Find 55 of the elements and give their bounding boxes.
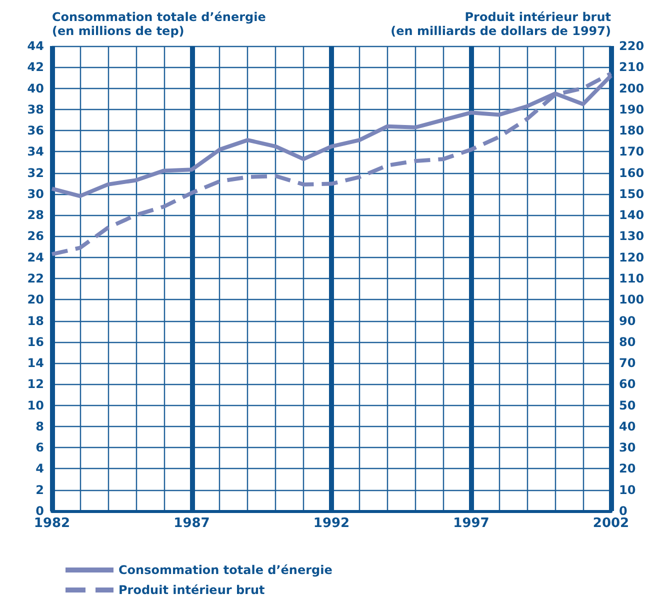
y-tick-label: 14 bbox=[27, 356, 44, 370]
y2-tick-label: 140 bbox=[619, 208, 644, 222]
y-tick-label: 40 bbox=[27, 81, 44, 96]
y2-axis-title: Produit intérieur brut (en milliards de dollars de 1997) bbox=[390, 10, 612, 38]
y-tick-label: 28 bbox=[27, 208, 44, 222]
y2-tick-label: 120 bbox=[619, 250, 644, 264]
y-tick-label: 24 bbox=[27, 250, 44, 264]
y2-tick-label: 80 bbox=[619, 334, 636, 349]
y2-tick-label: 40 bbox=[619, 419, 636, 434]
y-tick-label: 16 bbox=[27, 334, 44, 349]
x-tick-label: 2002 bbox=[592, 516, 630, 531]
y2-tick-label: 30 bbox=[619, 440, 636, 455]
y2-tick-label: 70 bbox=[619, 356, 636, 370]
y-tick-label: 32 bbox=[27, 166, 44, 180]
y2-tick-label: 110 bbox=[619, 272, 644, 286]
x-tick-label: 1982 bbox=[34, 516, 70, 531]
y-tick-label: 30 bbox=[27, 186, 44, 201]
x-tick-label: 1997 bbox=[453, 516, 490, 531]
y2-tick-label: 130 bbox=[619, 229, 644, 244]
y-tick-label: 22 bbox=[27, 272, 44, 286]
y-tick-label: 34 bbox=[27, 144, 44, 159]
y2-tick-label: 90 bbox=[619, 314, 636, 328]
y2-tick-label: 180 bbox=[619, 124, 644, 138]
y2-tick-label: 220 bbox=[619, 39, 644, 53]
y2-tick-label: 10 bbox=[619, 482, 636, 497]
y2-tick-label: 170 bbox=[619, 144, 644, 159]
legend-label: Consommation totale d’énergie bbox=[118, 563, 332, 577]
y-tick-label: 2 bbox=[36, 482, 44, 497]
y-tick-label: 4 bbox=[36, 462, 44, 476]
y-tick-label: 12 bbox=[27, 377, 44, 392]
legend-label: Produit intérieur brut bbox=[118, 583, 266, 597]
y-tick-label: 42 bbox=[27, 60, 44, 74]
y-tick-label: 44 bbox=[27, 39, 44, 53]
y-tick-label: 26 bbox=[27, 229, 44, 244]
y-tick-label: 0 bbox=[36, 504, 44, 518]
y-tick-label: 8 bbox=[36, 419, 44, 434]
y2-tick-label: 150 bbox=[619, 186, 644, 201]
y2-tick-label: 210 bbox=[619, 60, 644, 74]
y2-tick-label: 190 bbox=[619, 102, 644, 116]
y-tick-label: 6 bbox=[36, 440, 44, 455]
y-tick-label: 10 bbox=[27, 398, 44, 412]
x-tick-label: 1987 bbox=[174, 516, 210, 531]
y-axis-title: Consommation totale d’énergie (en millions de tep) bbox=[52, 10, 266, 38]
y-tick-label: 36 bbox=[27, 124, 44, 138]
y2-tick-label: 60 bbox=[619, 377, 636, 392]
x-tick-label: 1992 bbox=[313, 516, 350, 531]
y2-tick-label: 20 bbox=[619, 462, 636, 476]
y2-tick-label: 50 bbox=[619, 398, 636, 412]
y2-tick-label: 100 bbox=[619, 292, 644, 307]
y2-tick-label: 200 bbox=[619, 81, 644, 96]
y-tick-label: 20 bbox=[27, 292, 44, 307]
y-tick-label: 38 bbox=[27, 102, 44, 116]
y-tick-label: 18 bbox=[27, 314, 44, 328]
y2-tick-label: 0 bbox=[619, 504, 628, 518]
y2-tick-label: 160 bbox=[619, 166, 644, 180]
